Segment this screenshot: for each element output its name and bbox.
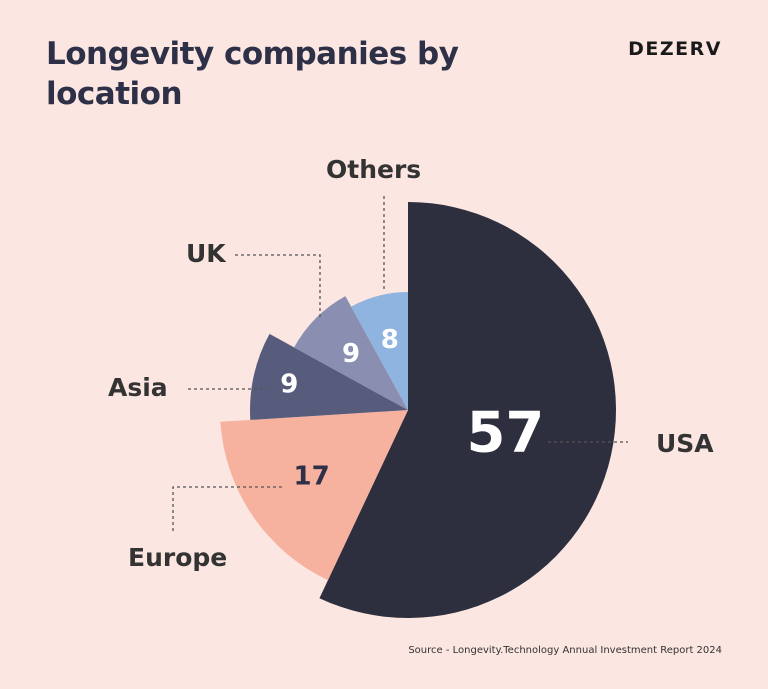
value-label-europe: 17 — [294, 462, 330, 492]
value-label-uk: 9 — [342, 339, 360, 369]
brand-logo: DEZERV — [628, 38, 722, 60]
category-label-uk: UK — [186, 239, 227, 268]
source-note: Source - Longevity.Technology Annual Inv… — [408, 645, 722, 656]
category-label-usa: USA — [656, 429, 714, 458]
category-label-others: Others — [326, 155, 421, 184]
value-label-usa: 57 — [466, 400, 544, 465]
leader-line-europe — [172, 486, 282, 532]
pie-slice-usa — [319, 202, 616, 618]
value-label-asia: 9 — [280, 370, 298, 400]
pie-slice-asia — [250, 333, 408, 420]
pie-slice-europe — [220, 410, 408, 581]
value-label-others: 8 — [381, 325, 399, 355]
pie-slice-others — [351, 292, 408, 410]
chart-title: Longevity companies by location — [46, 36, 459, 112]
pie-slice-uk — [294, 296, 408, 410]
category-label-europe: Europe — [128, 543, 227, 572]
leader-line-uk — [235, 254, 321, 318]
category-label-asia: Asia — [108, 373, 168, 402]
